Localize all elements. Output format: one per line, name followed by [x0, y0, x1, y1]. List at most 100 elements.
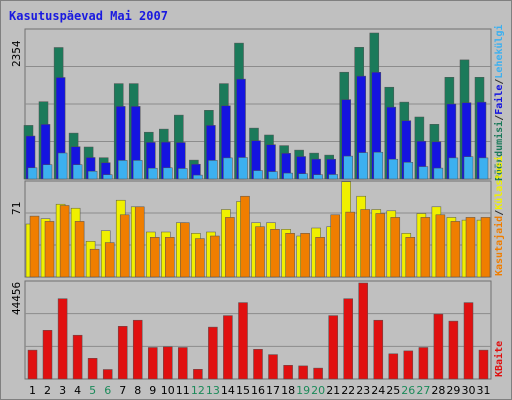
x-tick-label-5: 5: [89, 384, 96, 397]
bar-kbaite-22: [343, 298, 353, 380]
bar-kasutajaid-20: [315, 237, 325, 278]
bar-kbaite-9: [148, 347, 158, 380]
bar-lehekülgi-22: [343, 155, 353, 180]
bar-lehekülgi-7: [117, 160, 128, 180]
bar-kbaite-25: [388, 353, 399, 380]
bar-kasutajaid-6: [104, 242, 115, 278]
bar-lehekülgi-26: [403, 162, 414, 180]
bar-kasutajaid-16: [255, 226, 265, 278]
bar-kasutajaid-24: [375, 213, 386, 278]
bar-lehekülgi-28: [433, 167, 444, 180]
bar-lehekülgi-20: [313, 174, 323, 180]
x-tick-label-9: 9: [149, 384, 156, 397]
bar-kasutajaid-14: [225, 217, 235, 278]
bar-kbaite-30: [463, 302, 474, 380]
x-tick-label-16: 16: [251, 384, 265, 397]
x-tick-label-27: 27: [416, 384, 430, 397]
bar-lehekülgi-4: [72, 164, 83, 180]
bar-lehekülgi-12: [193, 174, 203, 180]
x-tick-label-25: 25: [386, 384, 400, 397]
x-tick-label-29: 29: [446, 384, 460, 397]
bar-lehekülgi-9: [148, 167, 158, 180]
bar-lehekülgi-2: [42, 164, 53, 180]
x-tick-label-17: 17: [266, 384, 280, 397]
bar-kbaite-12: [193, 369, 203, 380]
bar-kasutajaid-23: [360, 209, 370, 278]
bar-kbaite-13: [208, 326, 218, 380]
bar-kbaite-20: [313, 367, 323, 380]
bar-lehekülgi-27: [418, 166, 429, 180]
bar-kasutajaid-26: [405, 237, 416, 278]
x-tick-label-1: 1: [29, 384, 36, 397]
bar-kasutajaid-27: [420, 217, 431, 278]
bar-lehekülgi-11: [178, 168, 188, 180]
bar-kbaite-3: [57, 298, 68, 380]
bar-lehekülgi-3: [57, 152, 68, 180]
x-tick-label-21: 21: [326, 384, 340, 397]
bar-lehekülgi-17: [268, 171, 278, 180]
bar-kasutajaid-11: [180, 222, 190, 278]
bar-kasutajaid-21: [330, 214, 340, 278]
bar-kasutajaid-25: [390, 217, 401, 278]
bar-kbaite-1: [27, 349, 38, 380]
bar-kbaite-4: [72, 334, 83, 380]
bar-kasutajaid-10: [165, 237, 175, 278]
bar-kbaite-18: [283, 365, 293, 380]
x-tick-label-19: 19: [296, 384, 310, 397]
bar-lehekülgi-31: [478, 157, 489, 180]
x-tick-label-13: 13: [206, 384, 220, 397]
bar-lehekülgi-24: [373, 151, 384, 180]
bar-kasutajaid-12: [195, 238, 205, 278]
bar-kbaite-5: [87, 358, 98, 380]
bar-lehekülgi-25: [388, 158, 399, 180]
bar-kbaite-15: [238, 302, 248, 380]
bar-kbaite-16: [253, 349, 263, 380]
x-tick-label-7: 7: [119, 384, 126, 397]
bar-kbaite-2: [42, 330, 53, 380]
bar-lehekülgi-16: [253, 170, 263, 180]
bar-kasutajaid-22: [345, 211, 355, 278]
x-tick-label-26: 26: [401, 384, 415, 397]
bar-lehekülgi-1: [27, 167, 38, 180]
bar-kbaite-21: [328, 315, 338, 380]
x-tick-label-10: 10: [161, 384, 175, 397]
chart-title: Kasutuspäevad Mai 2007: [9, 9, 168, 23]
bar-lehekülgi-15: [238, 157, 248, 180]
bar-lehekülgi-8: [132, 160, 143, 180]
bar-kbaite-17: [268, 354, 278, 380]
x-tick-label-30: 30: [462, 384, 476, 397]
x-tick-label-2: 2: [44, 384, 51, 397]
bar-lehekülgi-5: [87, 170, 98, 180]
bar-kbaite-28: [433, 313, 444, 380]
bar-kasutajaid-2: [44, 221, 55, 278]
bar-lehekülgi-18: [283, 172, 293, 180]
x-tick-label-6: 6: [104, 384, 111, 397]
bar-lehekülgi-19: [298, 173, 308, 180]
bar-kasutajaid-31: [480, 217, 491, 278]
x-tick-label-8: 8: [134, 384, 141, 397]
bar-lehekülgi-23: [358, 152, 368, 180]
bar-kasutajaid-4: [74, 221, 85, 278]
bar-lehekülgi-13: [208, 160, 218, 180]
bar-kbaite-6: [102, 369, 113, 380]
x-tick-label-24: 24: [371, 384, 385, 397]
bar-lehekülgi-10: [163, 167, 173, 180]
x-tick-label-28: 28: [431, 384, 445, 397]
bar-kbaite-8: [132, 319, 143, 380]
x-tick-label-20: 20: [311, 384, 325, 397]
bar-lehekülgi-6: [102, 174, 113, 180]
bar-kasutajaid-9: [150, 237, 160, 278]
x-tick-label-4: 4: [74, 384, 81, 397]
x-tick-label-18: 18: [281, 384, 295, 397]
bar-kbaite-31: [478, 349, 489, 380]
bar-kasutajaid-5: [89, 248, 100, 278]
x-tick-label-3: 3: [59, 384, 66, 397]
x-tick-label-22: 22: [341, 384, 355, 397]
bar-kbaite-11: [178, 347, 188, 380]
x-tick-label-23: 23: [356, 384, 370, 397]
bar-kasutajaid-28: [435, 214, 446, 278]
bar-kbaite-14: [223, 315, 233, 380]
bar-kbaite-10: [163, 346, 173, 380]
bar-lehekülgi-14: [223, 157, 233, 180]
